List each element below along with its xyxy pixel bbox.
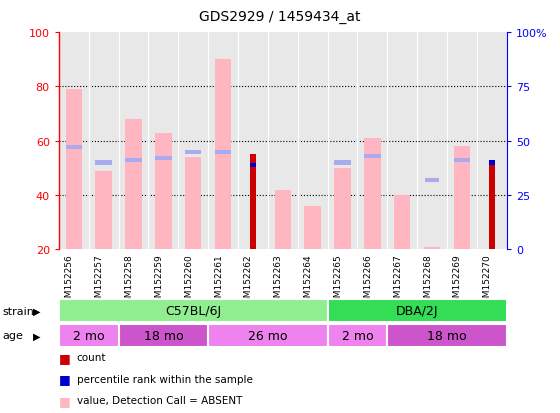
- Text: GSM152267: GSM152267: [393, 254, 402, 309]
- Bar: [454, 159, 470, 163]
- Text: ▶: ▶: [32, 330, 40, 341]
- Text: ■: ■: [59, 351, 71, 364]
- Bar: [488, 166, 495, 250]
- Text: DBA/2J: DBA/2J: [396, 304, 438, 317]
- Text: 26 mo: 26 mo: [248, 329, 288, 342]
- Bar: [125, 159, 142, 163]
- Text: ▶: ▶: [32, 306, 40, 316]
- Bar: [250, 155, 256, 250]
- Bar: [95, 171, 112, 250]
- Bar: [95, 161, 112, 165]
- Text: GSM152262: GSM152262: [244, 254, 253, 309]
- Bar: [364, 154, 381, 159]
- Text: ■: ■: [59, 372, 71, 385]
- Bar: [274, 190, 291, 250]
- Text: count: count: [77, 352, 106, 362]
- Bar: [388, 324, 507, 347]
- Bar: [185, 158, 202, 250]
- Text: GSM152268: GSM152268: [423, 254, 432, 309]
- Bar: [424, 247, 440, 250]
- Text: GSM152260: GSM152260: [184, 254, 193, 309]
- Text: GSM152266: GSM152266: [363, 254, 372, 309]
- Text: GSM152269: GSM152269: [453, 254, 462, 309]
- Text: 2 mo: 2 mo: [342, 329, 374, 342]
- Bar: [185, 150, 202, 154]
- Text: GSM152258: GSM152258: [124, 254, 133, 309]
- Bar: [155, 133, 171, 250]
- Bar: [394, 196, 410, 250]
- Bar: [250, 163, 256, 167]
- Text: ■: ■: [59, 394, 71, 407]
- Bar: [334, 169, 351, 250]
- Bar: [208, 324, 328, 347]
- Text: GSM152264: GSM152264: [304, 254, 312, 309]
- Text: GSM152263: GSM152263: [274, 254, 283, 309]
- Bar: [305, 206, 321, 250]
- Bar: [328, 299, 507, 322]
- Text: GSM152259: GSM152259: [155, 254, 164, 309]
- Text: GSM152270: GSM152270: [483, 254, 492, 309]
- Bar: [66, 146, 82, 150]
- Text: 18 mo: 18 mo: [143, 329, 183, 342]
- Bar: [125, 120, 142, 250]
- Text: GSM152256: GSM152256: [65, 254, 74, 309]
- Bar: [364, 139, 381, 250]
- Text: value, Detection Call = ABSENT: value, Detection Call = ABSENT: [77, 395, 242, 405]
- Bar: [66, 90, 82, 250]
- Bar: [215, 150, 231, 154]
- Text: GSM152261: GSM152261: [214, 254, 223, 309]
- Text: 2 mo: 2 mo: [73, 329, 105, 342]
- Text: percentile rank within the sample: percentile rank within the sample: [77, 374, 253, 384]
- Bar: [334, 161, 351, 165]
- Bar: [59, 299, 328, 322]
- Bar: [454, 147, 470, 250]
- Bar: [155, 157, 171, 161]
- Text: GSM152257: GSM152257: [95, 254, 104, 309]
- Bar: [488, 161, 495, 165]
- Text: age: age: [3, 330, 24, 341]
- Bar: [328, 324, 388, 347]
- Bar: [426, 178, 439, 183]
- Text: strain: strain: [3, 306, 35, 316]
- Bar: [119, 324, 208, 347]
- Text: GDS2929 / 1459434_at: GDS2929 / 1459434_at: [199, 10, 361, 24]
- Bar: [59, 324, 119, 347]
- Text: 18 mo: 18 mo: [427, 329, 467, 342]
- Text: C57BL/6J: C57BL/6J: [165, 304, 221, 317]
- Text: GSM152265: GSM152265: [334, 254, 343, 309]
- Bar: [215, 60, 231, 250]
